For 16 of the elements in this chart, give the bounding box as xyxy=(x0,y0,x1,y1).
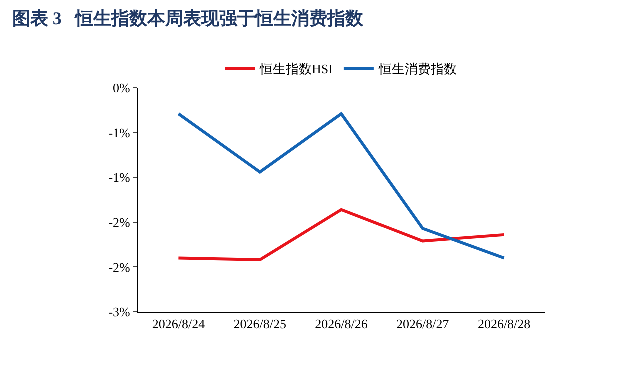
x-tick-label: 2026/8/26 xyxy=(315,316,368,332)
y-tick-label: -3% xyxy=(108,304,131,320)
y-tick-label: -2% xyxy=(108,260,131,275)
y-tick-label: -1% xyxy=(108,125,131,140)
y-tick-label: -1% xyxy=(108,170,131,186)
line-series xyxy=(177,208,506,262)
y-tick-label: 0% xyxy=(113,80,131,96)
x-tick-label: 2026/8/27 xyxy=(396,316,450,332)
x-tick-label: 2026/8/28 xyxy=(478,316,531,332)
x-tick-label: 2026/8/25 xyxy=(234,316,286,332)
legend-label: 恒生指数HSI xyxy=(259,62,333,77)
line-series xyxy=(177,112,506,260)
x-tick-label: 2026/8/24 xyxy=(152,316,206,332)
legend-label: 恒生消费指数 xyxy=(378,62,457,77)
y-tick-label: -2% xyxy=(108,214,131,230)
chart-title: 图表 3 恒生指数本周表现强于恒生消费指数 xyxy=(12,8,364,28)
